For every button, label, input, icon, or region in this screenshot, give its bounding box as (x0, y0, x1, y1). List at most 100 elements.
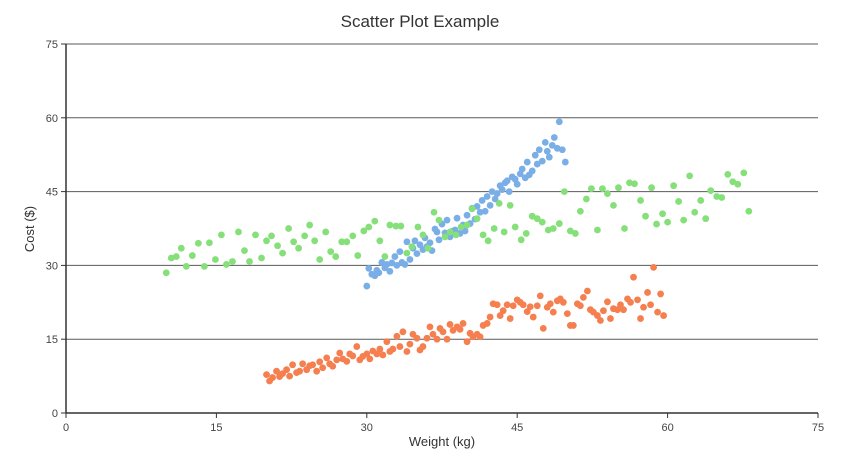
axes: 0 15 30 45 60 75 0 15 30 45 60 75 (46, 39, 824, 434)
data-point (365, 223, 373, 231)
data-point (443, 335, 451, 343)
data-point (675, 198, 683, 205)
data-point (263, 371, 270, 379)
data-point (397, 222, 405, 230)
data-point (403, 348, 411, 355)
data-point (295, 244, 303, 252)
data-point (182, 262, 190, 270)
data-point (241, 247, 248, 255)
data-point (531, 151, 539, 159)
data-point (724, 170, 732, 178)
data-point (546, 300, 554, 308)
chart-title: Scatter Plot Example (341, 12, 500, 31)
data-point (549, 225, 557, 232)
data-point (424, 244, 432, 252)
data-point (392, 222, 400, 230)
data-point (399, 328, 407, 336)
data-point (413, 334, 421, 342)
data-point (419, 343, 427, 350)
data-point (433, 228, 441, 236)
data-point (594, 226, 601, 234)
y-axis-label: Cost ($) (22, 206, 37, 252)
x-tick-label: 75 (812, 422, 824, 434)
data-point (354, 252, 362, 259)
data-point (483, 193, 491, 200)
data-point (697, 197, 705, 204)
data-point (172, 253, 180, 260)
data-point (306, 221, 314, 229)
data-point (453, 214, 461, 222)
data-point (648, 184, 655, 192)
data-point (463, 338, 471, 346)
data-point (479, 231, 487, 239)
data-point (576, 302, 584, 310)
data-point (630, 273, 637, 281)
data-point (597, 317, 604, 324)
data-point (316, 256, 324, 263)
y-tick-label: 75 (46, 39, 58, 51)
data-point (745, 207, 753, 215)
data-point (403, 249, 411, 257)
data-point (610, 201, 617, 209)
data-point (323, 354, 331, 362)
data-point (637, 315, 644, 322)
data-point (258, 254, 265, 262)
data-point (336, 349, 344, 357)
data-point (522, 230, 530, 237)
data-point (218, 231, 225, 239)
data-point (478, 197, 486, 204)
data-point (543, 147, 551, 155)
data-point (316, 358, 324, 366)
data-point (386, 221, 394, 229)
data-point (311, 237, 319, 245)
data-point (702, 215, 710, 223)
data-point (484, 237, 492, 245)
data-point (563, 310, 571, 318)
data-point (518, 165, 526, 173)
data-point (637, 197, 644, 204)
data-point (600, 307, 607, 315)
data-point (579, 293, 587, 301)
data-point (691, 208, 699, 216)
data-point (338, 238, 346, 246)
data-point (274, 242, 281, 250)
data-point (583, 287, 591, 295)
data-point (229, 258, 236, 265)
data-point (528, 167, 536, 175)
data-point (252, 231, 259, 239)
data-point (538, 218, 546, 226)
data-point (481, 207, 489, 215)
data-point (349, 352, 357, 360)
data-point (642, 212, 649, 220)
data-point (333, 356, 341, 364)
data-point (734, 180, 742, 188)
data-point (406, 256, 414, 263)
data-point (670, 182, 678, 190)
data-point (439, 328, 447, 336)
data-point (446, 321, 454, 328)
data-point (594, 312, 601, 319)
data-point (443, 216, 451, 224)
data-point (569, 322, 577, 329)
data-point (604, 298, 611, 306)
data-point (408, 243, 416, 251)
data-point (371, 217, 379, 225)
data-point (456, 325, 464, 333)
data-points (162, 118, 753, 385)
data-point (162, 269, 170, 277)
series-2 (162, 169, 753, 277)
data-point (363, 282, 371, 290)
data-point (396, 248, 404, 256)
data-point (607, 315, 614, 322)
data-point (680, 216, 688, 224)
data-point (343, 357, 351, 365)
data-point (483, 320, 491, 327)
data-point (499, 307, 507, 315)
data-point (360, 227, 368, 235)
data-point (426, 323, 434, 331)
data-point (301, 232, 309, 240)
data-point (505, 188, 513, 196)
data-point (429, 330, 437, 338)
data-point (322, 228, 330, 236)
data-point (500, 228, 508, 236)
